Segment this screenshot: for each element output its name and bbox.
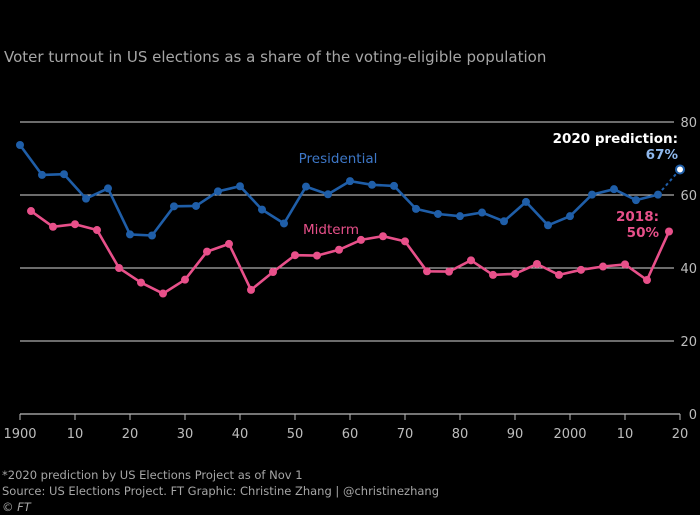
- data-point-midterm: [445, 267, 453, 276]
- data-point-midterm: [203, 247, 211, 256]
- data-point-midterm: [247, 285, 255, 294]
- data-point-midterm: [577, 265, 585, 274]
- x-tick-label: 30: [177, 427, 194, 442]
- x-tick-label: 90: [507, 427, 524, 442]
- data-point-midterm: [599, 262, 607, 271]
- data-point-midterm: [621, 260, 629, 269]
- data-point-presidential: [478, 208, 486, 217]
- data-point-presidential: [588, 190, 596, 199]
- data-point-midterm: [225, 239, 233, 248]
- data-point-midterm: [313, 251, 321, 260]
- data-point-midterm: [137, 278, 145, 287]
- data-point-presidential: [522, 197, 530, 206]
- midterm-2018-label-line1: 2018:: [616, 209, 659, 225]
- data-point-presidential: [368, 180, 376, 189]
- data-point-presidential: [610, 185, 618, 194]
- x-tick-label: 70: [397, 427, 414, 442]
- x-tick-label: 20: [672, 427, 689, 442]
- data-point-midterm: [49, 222, 57, 231]
- data-point-midterm: [533, 259, 541, 268]
- data-point-presidential: [60, 170, 68, 179]
- prediction-label-line2: 67%: [646, 147, 679, 163]
- x-tick-label: 60: [342, 427, 359, 442]
- data-point-presidential: [346, 177, 354, 186]
- y-tick-label: 40: [680, 262, 697, 277]
- y-tick-label: 0: [689, 408, 697, 423]
- data-point-presidential: [104, 184, 112, 193]
- data-point-presidential: [148, 231, 156, 240]
- data-point-midterm: [71, 220, 79, 229]
- data-point-midterm: [423, 267, 431, 276]
- x-tick-label: 40: [232, 427, 249, 442]
- data-point-midterm: [357, 235, 365, 244]
- x-tick-label: 50: [287, 427, 304, 442]
- series-label-presidential: Presidential: [299, 151, 378, 167]
- data-point-presidential: [500, 217, 508, 226]
- data-point-midterm: [181, 275, 189, 284]
- data-point-midterm: [489, 270, 497, 279]
- y-tick-label: 60: [680, 189, 697, 204]
- x-tick-label: 10: [617, 427, 634, 442]
- data-point-midterm: [269, 268, 277, 277]
- data-point-presidential: [412, 204, 420, 213]
- data-point-midterm: [159, 289, 167, 298]
- midterm-2018-label-line2: 50%: [627, 225, 660, 241]
- data-point-presidential: [170, 202, 178, 211]
- data-point-presidential: [456, 212, 464, 221]
- series-layer: [16, 140, 685, 298]
- data-point-presidential: [566, 212, 574, 221]
- data-point-midterm: [555, 270, 563, 279]
- data-point-midterm: [665, 227, 673, 236]
- data-point-midterm: [291, 251, 299, 260]
- data-point-presidential: [390, 181, 398, 190]
- data-point-midterm: [93, 226, 101, 235]
- x-tick-label: 20: [122, 427, 139, 442]
- data-point-presidential: [16, 140, 24, 149]
- data-point-midterm: [115, 264, 123, 272]
- data-point-presidential: [38, 170, 46, 179]
- x-tick-label: 10: [67, 427, 84, 442]
- data-point-midterm: [27, 207, 35, 216]
- data-point-presidential: [214, 187, 222, 196]
- data-point-presidential: [258, 205, 266, 214]
- prediction-label-line1: 2020 prediction:: [553, 131, 678, 147]
- data-point-midterm: [467, 256, 475, 265]
- label-layer: Presidential Midterm 2020 prediction:67% 20…: [297, 130, 680, 243]
- data-point-presidential: [434, 209, 442, 218]
- data-point-midterm: [511, 269, 519, 278]
- data-point-presidential: [126, 230, 134, 239]
- data-point-midterm: [335, 245, 343, 254]
- footnote: *2020 prediction by US Elections Project…: [2, 468, 303, 482]
- x-tick-label: 1900: [3, 427, 36, 442]
- data-point-presidential: [302, 182, 310, 191]
- x-tick-label: 80: [452, 427, 469, 442]
- prediction-point: [675, 164, 685, 175]
- data-point-presidential: [544, 221, 552, 230]
- data-point-midterm: [401, 237, 409, 246]
- data-point-presidential: [324, 190, 332, 199]
- source-credit: Source: US Elections Project. FT Graphic…: [2, 484, 440, 498]
- prediction-dashed-line: [657, 168, 681, 196]
- data-point-presidential: [192, 201, 200, 210]
- chart-subtitle: Voter turnout in US elections as a share…: [4, 48, 547, 66]
- data-point-presidential: [82, 194, 90, 203]
- data-point-presidential: [632, 196, 640, 205]
- data-point-midterm: [643, 276, 651, 285]
- series-label-midterm: Midterm: [303, 222, 359, 238]
- data-point-midterm: [379, 232, 387, 241]
- copyright: © FT: [2, 500, 31, 514]
- y-tick-label: 80: [680, 116, 697, 131]
- x-tick-label: 2000: [553, 427, 586, 442]
- y-tick-label: 20: [680, 335, 697, 350]
- data-point-presidential: [236, 182, 244, 191]
- grid-layer: [20, 121, 674, 342]
- data-point-presidential: [280, 219, 288, 228]
